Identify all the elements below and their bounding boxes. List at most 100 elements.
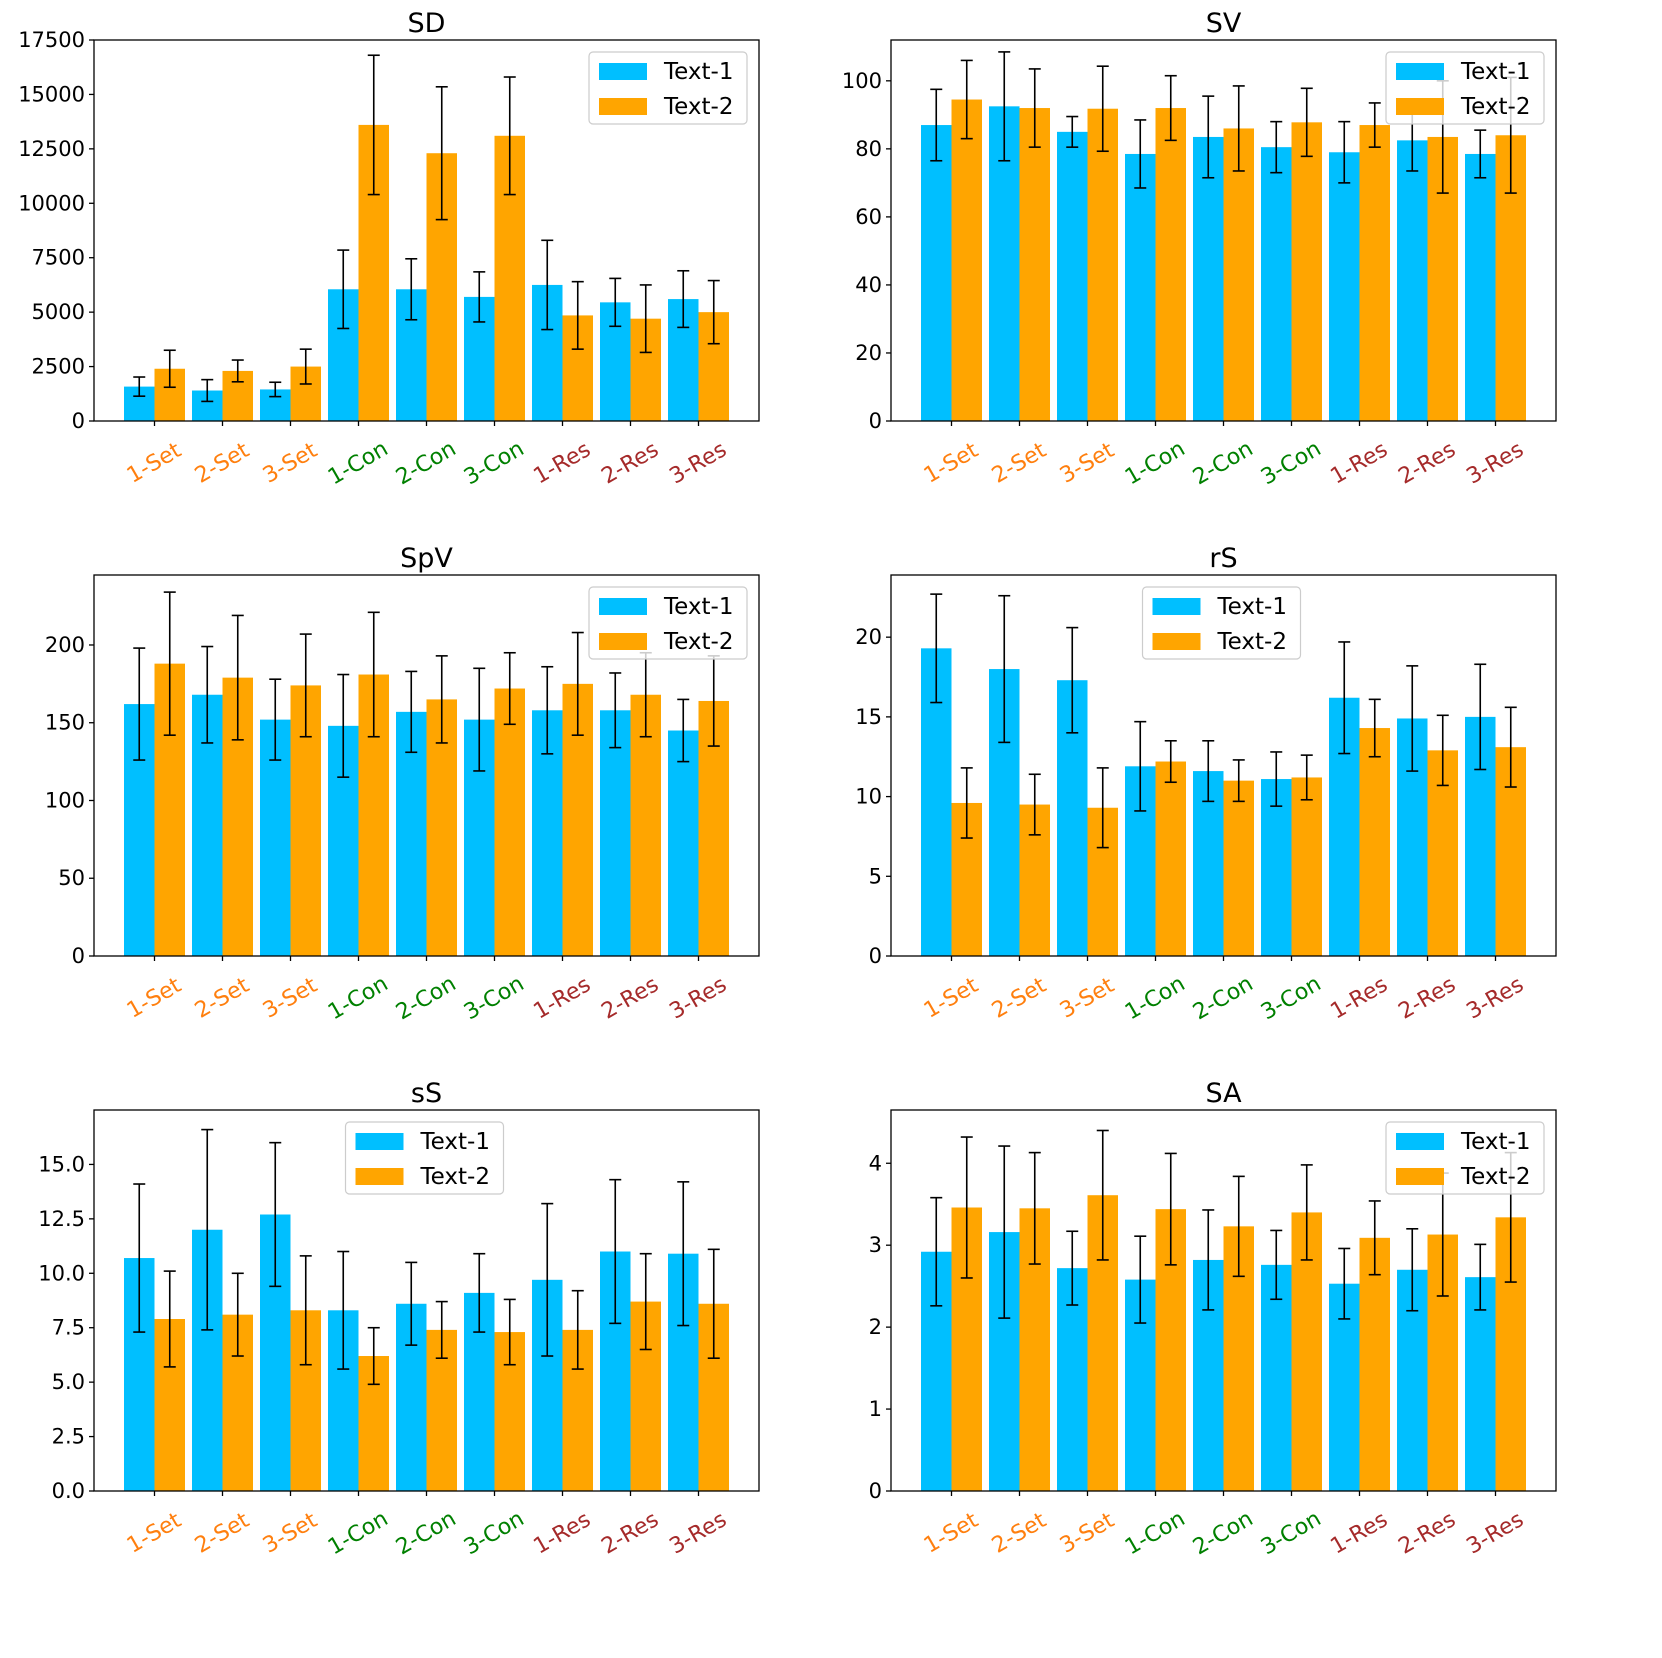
- x-tick-label: 1-Con: [324, 971, 393, 1025]
- error-bar: [299, 348, 312, 385]
- error-bar: [639, 284, 652, 354]
- error-bar: [1164, 739, 1177, 784]
- x-tick-label: 3-Set: [259, 973, 322, 1024]
- error-bar: [405, 670, 418, 754]
- x-tick-label: 1-Set: [920, 973, 983, 1024]
- panel-title: SD: [408, 8, 446, 39]
- legend-swatch-text-1: [355, 1133, 404, 1150]
- error-bar: [677, 698, 690, 763]
- x-tick-label: 1-Res: [529, 437, 595, 489]
- error-bar: [1474, 129, 1487, 179]
- x-tick-label: 2-Set: [988, 438, 1051, 489]
- x-tick-label: 3-Res: [665, 437, 731, 489]
- error-bar: [1338, 1247, 1351, 1320]
- error-bar: [201, 1128, 214, 1331]
- error-bar: [998, 51, 1011, 162]
- panel-title: rS: [1209, 543, 1237, 574]
- error-bar: [609, 277, 622, 328]
- error-bar: [367, 611, 380, 738]
- bar-text-2-1-res: [1359, 728, 1390, 956]
- error-bar: [960, 59, 973, 140]
- legend: Text-1 Text-2: [1385, 51, 1545, 125]
- legend-label: Text-1: [1460, 1129, 1530, 1155]
- error-bar: [1164, 74, 1177, 142]
- x-tick-label: 3-Con: [1257, 1506, 1326, 1560]
- x-tick-label: 3-Set: [1056, 973, 1119, 1024]
- plot-frame: [890, 39, 1557, 422]
- error-bar: [1202, 1209, 1215, 1311]
- panel-title: SA: [1205, 1078, 1242, 1109]
- error-bar: [1028, 1151, 1041, 1265]
- error-bar: [163, 1270, 176, 1368]
- x-tick-label: 3-Set: [1056, 438, 1119, 489]
- x-tick-label: 3-Res: [665, 972, 731, 1024]
- error-bar: [1232, 1175, 1245, 1278]
- x-tick-label: 3-Con: [1257, 436, 1326, 490]
- bar-text-1-3-res: [1465, 1277, 1496, 1491]
- x-tick-label: 3-Con: [460, 1506, 529, 1560]
- y-tick-label: 60: [855, 205, 882, 229]
- bar-text-2-3-con: [494, 688, 525, 956]
- error-bar: [1338, 641, 1351, 755]
- x-tick-label: 2-Set: [191, 1508, 254, 1559]
- legend-swatch-text-2: [1396, 98, 1444, 115]
- y-tick-label: 15000: [18, 82, 85, 106]
- x-tick-label: 3-Res: [1462, 972, 1528, 1024]
- legend-label: Text-2: [420, 1164, 490, 1190]
- bar-text-2-2-set: [1019, 108, 1050, 422]
- x-tick-label: 3-Con: [460, 971, 529, 1025]
- panel-rs: rS 1-Set 2-Set 3-Set 1-Con 2-Con 3-Con 1-Res 2-R…: [855, 543, 1557, 1025]
- x-tick-label: 2-Res: [597, 1507, 663, 1559]
- legend: Text-1 Text-2: [1385, 1121, 1545, 1195]
- error-bar: [1474, 663, 1487, 771]
- y-tick-label: 80: [855, 137, 882, 161]
- error-bar: [1270, 1229, 1283, 1301]
- error-bar: [163, 591, 176, 736]
- error-bar: [1406, 1228, 1419, 1312]
- x-tick-label: 2-Con: [1189, 1506, 1258, 1560]
- y-tick-label: 10.0: [38, 1261, 85, 1285]
- legend-label: Text-1: [663, 594, 733, 620]
- y-tick-label: 0: [72, 944, 85, 968]
- error-bar: [367, 1326, 380, 1386]
- panel-sa: SA 1-Set 2-Set 3-Set 1-Con 2-Con 3-Con 1-Res 2-R…: [869, 1078, 1557, 1560]
- error-bar: [1066, 115, 1079, 148]
- x-tick-label: 3-Set: [1056, 1508, 1119, 1559]
- y-tick-label: 150: [45, 711, 85, 735]
- panel-spv: SpV 1-Set 2-Set 3-Set 1-Con 2-Con 3-Con 1-Res 2-…: [45, 543, 760, 1025]
- x-tick-label: 1-Con: [1121, 1506, 1190, 1560]
- y-tick-label: 10000: [18, 191, 85, 215]
- error-bar: [1066, 1230, 1079, 1306]
- y-tick-label: 12500: [18, 137, 85, 161]
- x-tick-label: 1-Set: [920, 1508, 983, 1559]
- error-bar: [930, 593, 943, 704]
- error-bar: [930, 1196, 943, 1307]
- legend-swatch-text-1: [1396, 1133, 1444, 1150]
- error-bar: [1028, 773, 1041, 836]
- error-bar: [541, 239, 554, 331]
- error-bar: [998, 1145, 1011, 1319]
- bar-text-1-3-con: [1261, 1264, 1292, 1491]
- error-bar: [163, 349, 176, 389]
- error-bar: [571, 1289, 584, 1370]
- x-tick-label: 2-Res: [1394, 1507, 1460, 1559]
- x-tick-label: 2-Con: [392, 1506, 461, 1560]
- bar-text-2-3-set: [1087, 108, 1118, 422]
- y-tick-label: 20: [855, 625, 882, 649]
- x-tick-label: 2-Con: [1189, 436, 1258, 490]
- x-tick-label: 2-Con: [392, 971, 461, 1025]
- error-bar: [503, 651, 516, 726]
- legend-swatch-text-1: [599, 63, 647, 80]
- y-tick-label: 100: [45, 788, 85, 812]
- error-bar: [639, 1252, 652, 1351]
- error-bar: [571, 280, 584, 350]
- error-bar: [337, 249, 350, 330]
- bar-text-1-3-con: [1261, 147, 1292, 421]
- plot-frame: [93, 39, 760, 422]
- error-bar: [1300, 1164, 1313, 1261]
- error-bar: [435, 655, 448, 744]
- bar-text-2-1-con: [1155, 108, 1186, 422]
- plot-frame: [890, 1109, 1557, 1492]
- error-bar: [299, 1255, 312, 1366]
- y-tick-label: 5000: [32, 300, 85, 324]
